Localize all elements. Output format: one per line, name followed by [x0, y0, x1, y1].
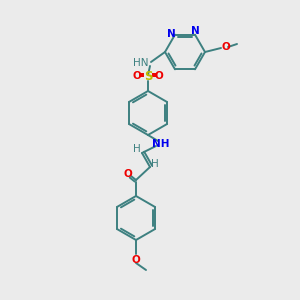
Text: O: O [124, 169, 132, 179]
Text: O: O [133, 71, 141, 81]
Text: N: N [190, 26, 200, 36]
Text: H: H [151, 159, 159, 169]
Text: O: O [154, 71, 164, 81]
Text: NH: NH [152, 139, 170, 149]
Text: H: H [133, 144, 141, 154]
Text: O: O [222, 42, 230, 52]
Text: S: S [144, 70, 152, 83]
Text: N: N [167, 29, 176, 39]
Text: O: O [132, 255, 140, 265]
Text: HN: HN [134, 58, 149, 68]
